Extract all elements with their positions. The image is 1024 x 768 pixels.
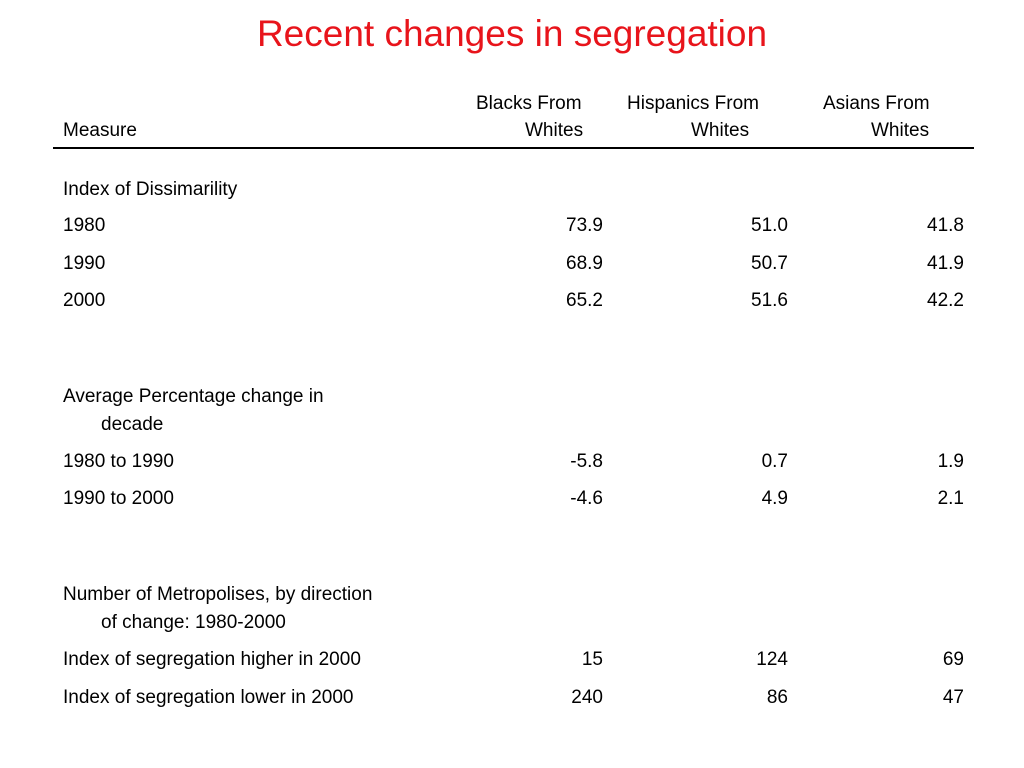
cell-hispanics: 50.7: [751, 253, 788, 274]
cell-asians: 2.1: [937, 488, 964, 509]
row-label: Index of segregation higher in 2000: [63, 649, 361, 670]
cell-asians: 41.9: [927, 253, 964, 274]
cell-hispanics: 0.7: [761, 451, 788, 472]
section-heading-continued: decade: [101, 414, 164, 435]
cell-hispanics: 4.9: [761, 488, 788, 509]
section-heading: Average Percentage change in: [63, 386, 324, 407]
header-blacks-line2: Whites: [525, 120, 584, 141]
cell-blacks: -5.8: [570, 451, 603, 472]
row-label: Index of segregation lower in 2000: [63, 687, 354, 708]
header-divider: [53, 147, 974, 149]
cell-asians: 69: [942, 649, 964, 670]
cell-asians: 42.2: [927, 290, 964, 311]
row-label: 1990: [63, 253, 106, 274]
header-hispanics-line2: Whites: [691, 120, 750, 141]
header-blacks-line1: Blacks From: [476, 93, 582, 114]
section-heading: Number of Metropolises, by direction: [63, 584, 373, 605]
cell-blacks: 240: [571, 687, 603, 708]
section-heading: Index of Dissimarility: [63, 179, 238, 200]
cell-blacks: -4.6: [570, 488, 603, 509]
cell-blacks: 65.2: [566, 290, 603, 311]
cell-blacks: 15: [581, 649, 603, 670]
cell-hispanics: 124: [756, 649, 788, 670]
slide-title: Recent changes in segregation: [256, 13, 768, 54]
cell-asians: 1.9: [937, 451, 964, 472]
cell-blacks: 68.9: [566, 253, 603, 274]
header-measure: Measure: [63, 120, 137, 141]
header-asians-line1: Asians From: [823, 93, 930, 114]
row-label: 2000: [63, 290, 106, 311]
cell-hispanics: 51.6: [751, 290, 788, 311]
cell-hispanics: 86: [766, 687, 788, 708]
cell-blacks: 73.9: [566, 215, 603, 236]
section-heading-continued: of change: 1980-2000: [101, 612, 286, 633]
cell-asians: 41.8: [927, 215, 964, 236]
cell-hispanics: 51.0: [751, 215, 788, 236]
header-hispanics-line1: Hispanics From: [627, 93, 759, 114]
header-asians-line2: Whites: [871, 120, 930, 141]
row-label: 1980 to 1990: [63, 451, 174, 472]
row-label: 1990 to 2000: [63, 488, 174, 509]
row-label: 1980: [63, 215, 106, 236]
cell-asians: 47: [942, 687, 964, 708]
